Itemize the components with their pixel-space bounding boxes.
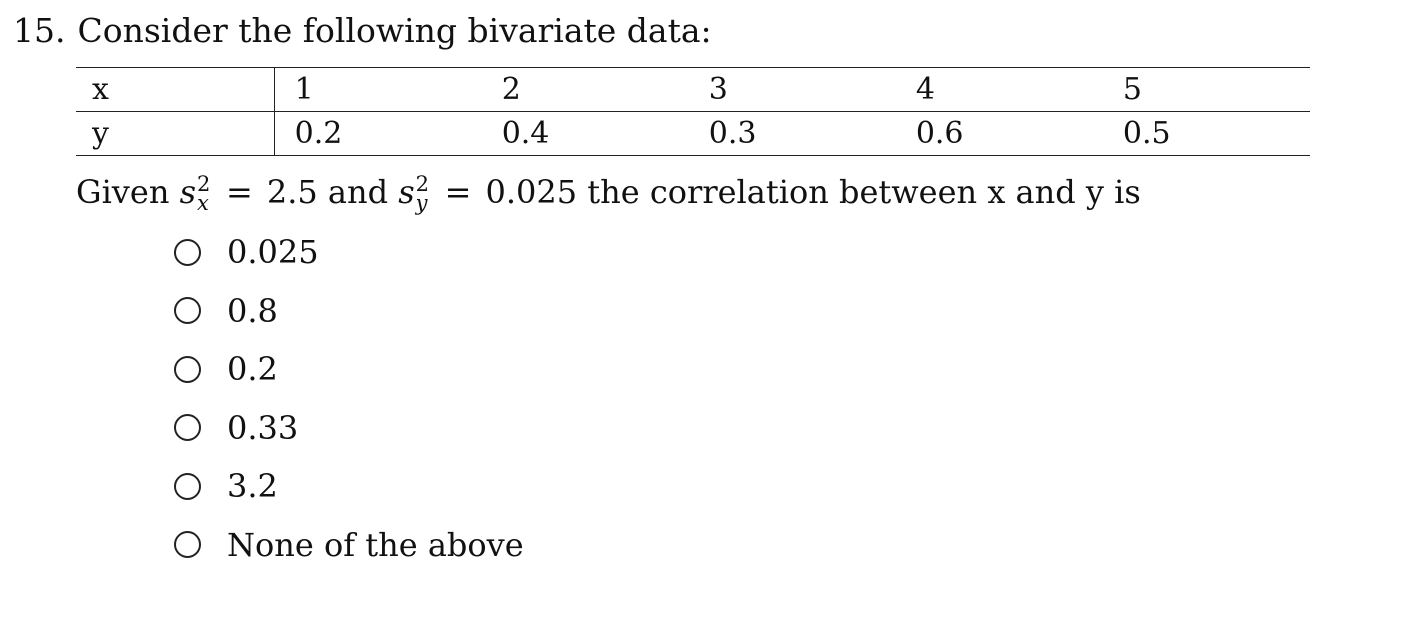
answer-option[interactable]: 3.2	[174, 457, 524, 516]
radio-button[interactable]	[174, 238, 201, 266]
table-cell: 3	[688, 67, 896, 112]
answer-option[interactable]: 0.33	[174, 399, 524, 458]
variance-y-symbol: s	[398, 173, 415, 211]
question-prompt: Consider the following bivariate data:	[77, 11, 712, 50]
radio-button[interactable]	[174, 414, 201, 442]
question-number: 15.	[13, 11, 66, 50]
option-label: 0.8	[227, 291, 278, 330]
answer-option[interactable]: 0.8	[174, 282, 524, 341]
radio-button[interactable]	[174, 472, 201, 500]
table-row-y: y 0.2 0.4 0.3 0.6 0.5	[76, 111, 1310, 156]
table-cell: 0.2	[274, 111, 482, 156]
radio-button[interactable]	[174, 355, 201, 383]
table-row-x: x 1 2 3 4 5	[76, 67, 1310, 112]
radio-button[interactable]	[174, 531, 201, 559]
variance-x-symbol: s	[179, 173, 197, 211]
answer-option[interactable]: 0.025	[174, 223, 524, 282]
table-cell: 1	[274, 67, 482, 112]
bivariate-data-table: x 1 2 3 4 5 y 0.2 0.4 0.3 0.6 0.5	[76, 67, 1310, 156]
option-label: 0.2	[227, 350, 278, 389]
equals-sign: =	[226, 173, 253, 211]
question-title: 15. Consider the following bivariate data…	[13, 8, 712, 54]
answer-option[interactable]: None of the above	[174, 516, 524, 575]
answer-option[interactable]: 0.2	[174, 340, 524, 399]
table-cell: 0.4	[481, 111, 689, 156]
row-label-y: y	[76, 111, 275, 156]
option-label: None of the above	[227, 525, 524, 564]
table-cell: 5	[1102, 67, 1310, 112]
table-cell: 0.6	[895, 111, 1103, 156]
equals-sign: =	[444, 173, 472, 211]
given-prefix: Given	[76, 173, 170, 211]
given-suffix: the correlation between x and y is	[587, 173, 1141, 211]
variance-y-subscript: y	[415, 190, 428, 215]
row-label-x: x	[76, 67, 275, 112]
table-cell: 0.5	[1102, 111, 1310, 156]
variance-x-value: 2.5	[266, 173, 318, 211]
variance-y-superscript: 2	[415, 171, 430, 196]
variance-x-subscript: x	[197, 190, 209, 215]
option-label: 0.025	[227, 233, 319, 272]
radio-button[interactable]	[174, 297, 201, 325]
option-label: 0.33	[227, 408, 299, 447]
option-label: 3.2	[227, 467, 278, 506]
answer-options: 0.025 0.8 0.2 0.33 3.2 None of the above	[174, 223, 524, 574]
variance-x-superscript: 2	[197, 171, 211, 196]
table-cell: 4	[895, 67, 1103, 112]
table-cell: 0.3	[688, 111, 896, 156]
given-conjunction: and	[327, 173, 389, 211]
variance-y-value: 0.025	[485, 173, 578, 211]
given-statement: Given s 2 x = 2.5 and s 2 y = 0.025 the correlat…	[76, 170, 1141, 217]
table-cell: 2	[481, 67, 689, 112]
